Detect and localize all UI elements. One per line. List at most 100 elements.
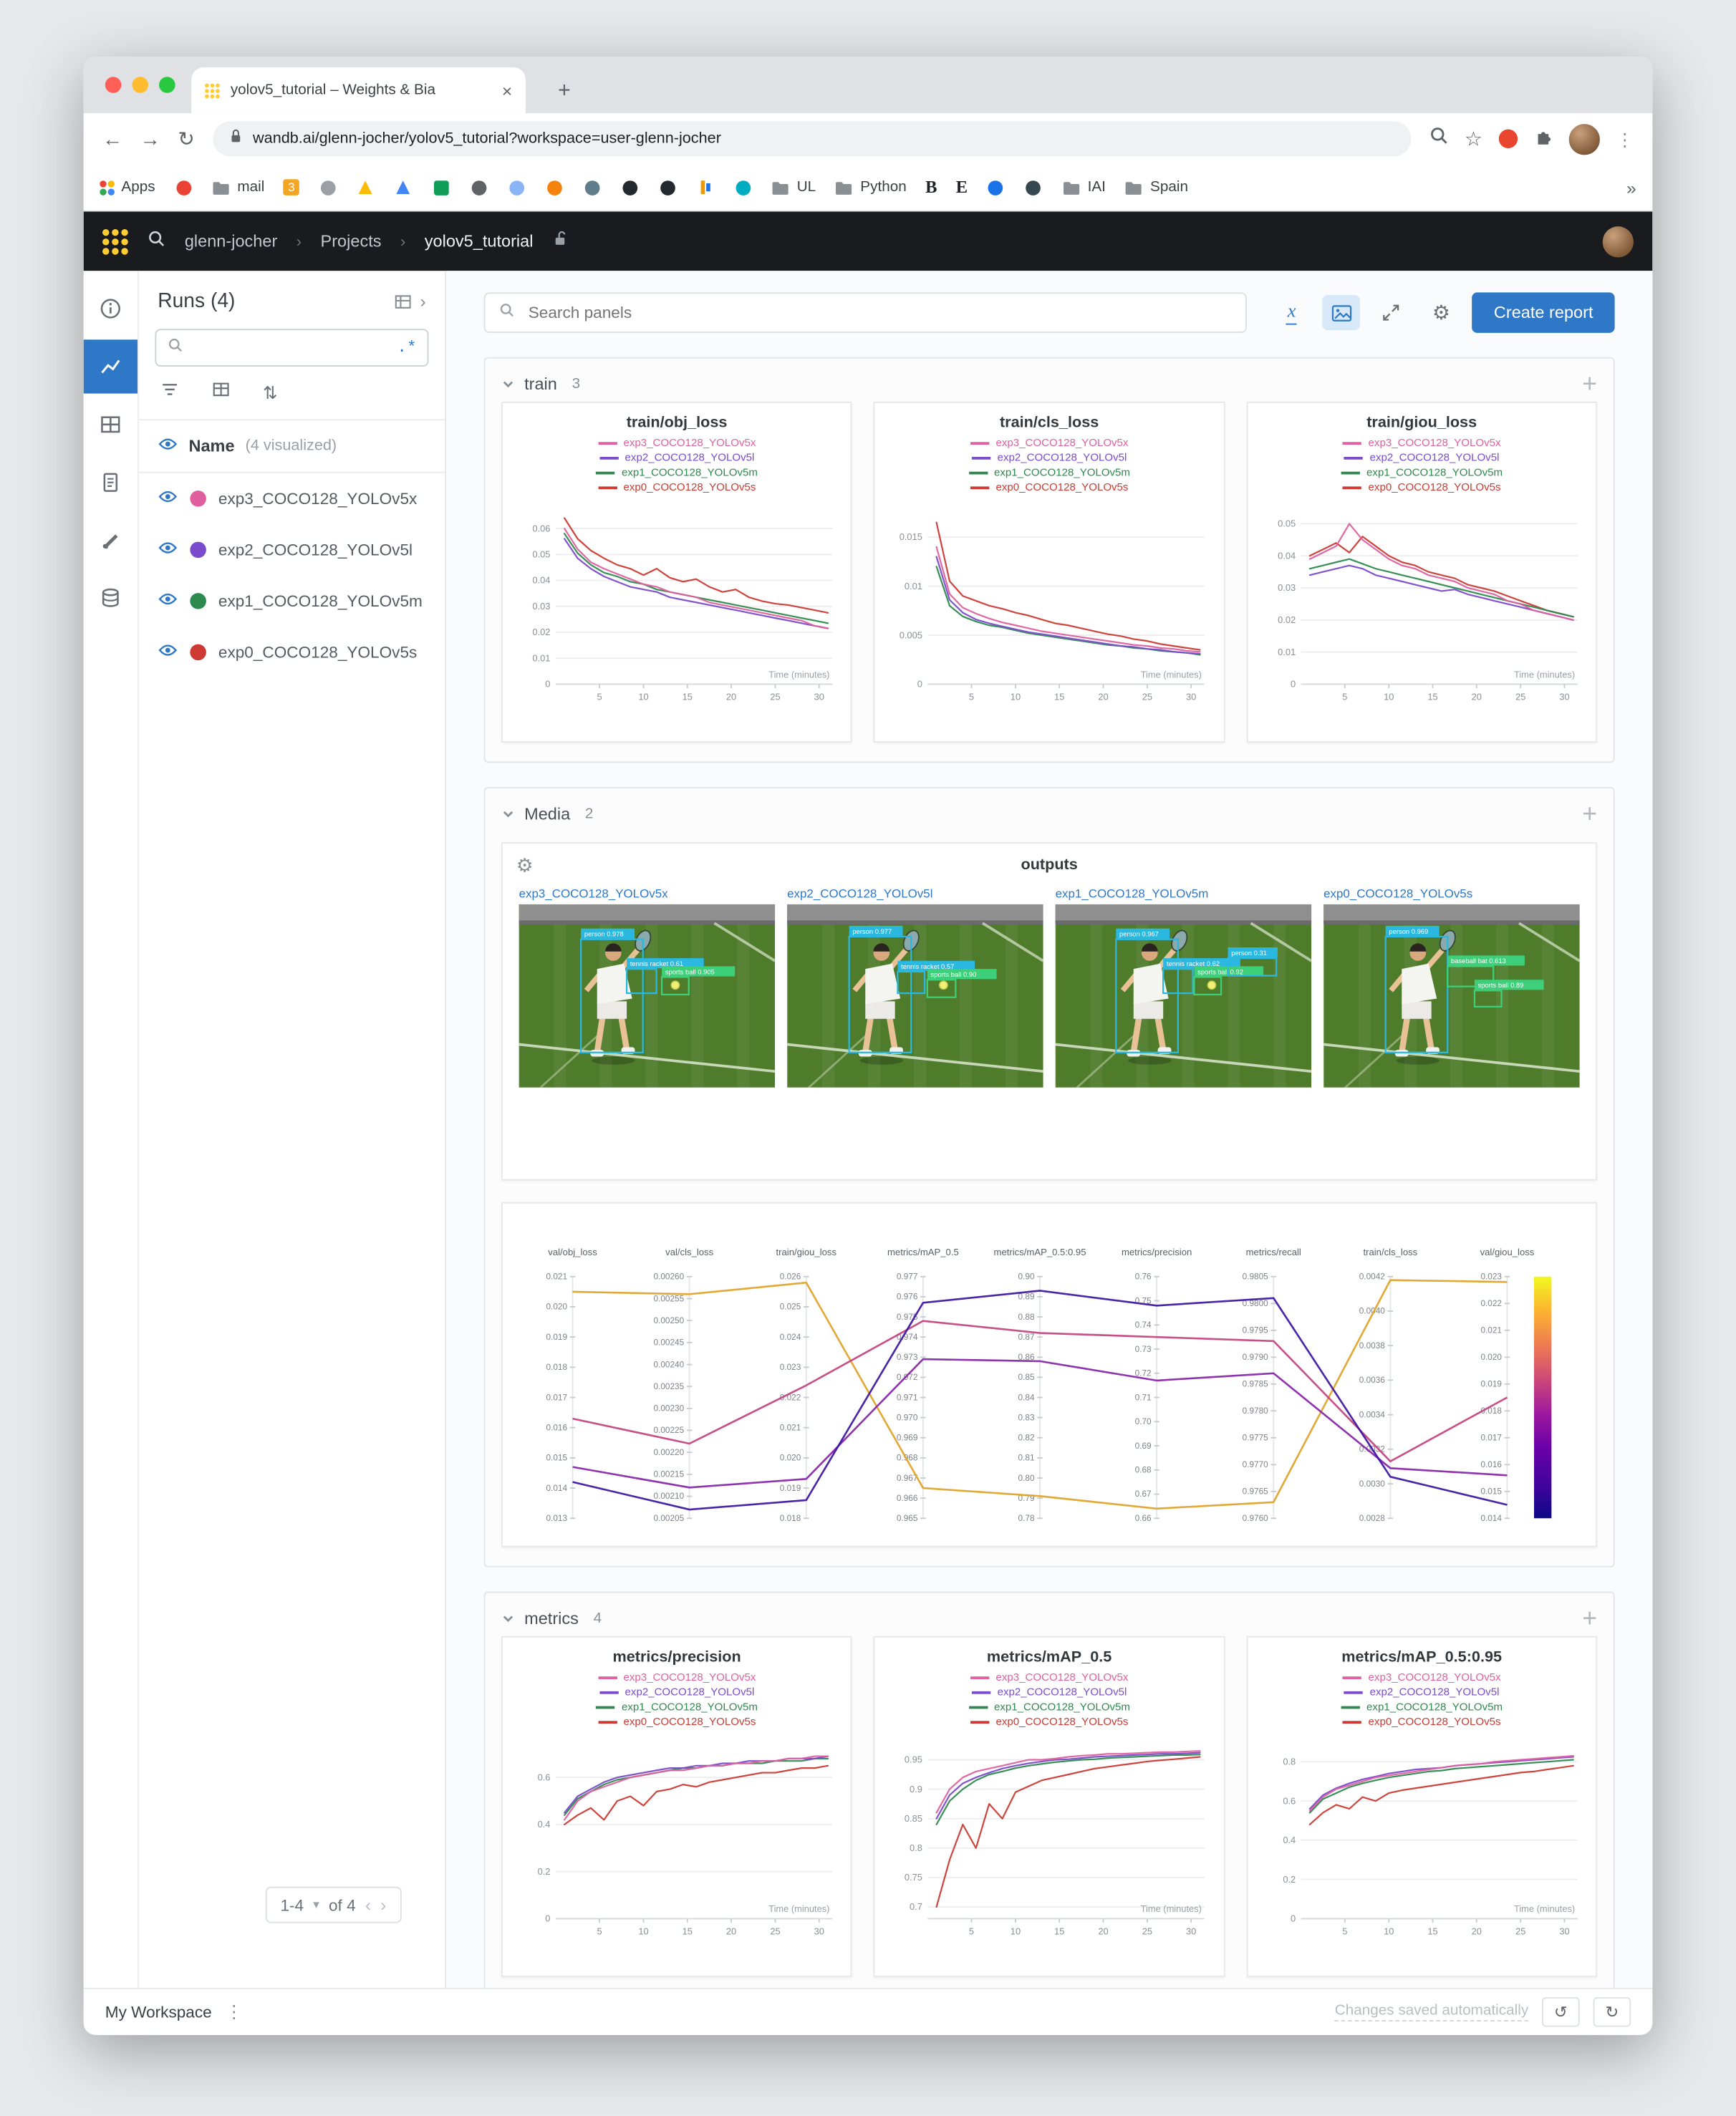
run-name[interactable]: exp2_COCO128_YOLOv5l <box>218 540 413 560</box>
page-caret-icon[interactable]: ▾ <box>313 1897 319 1911</box>
media-panel-icon[interactable] <box>1322 295 1361 331</box>
line-chart[interactable]: 0.8 0.6 0.4 0.2 0 5 10 15 20 25 30 Time (minutes) <box>1255 1731 1588 1953</box>
bookmark-item[interactable] <box>432 178 450 196</box>
bookmark-item[interactable] <box>356 178 375 196</box>
regex-toggle[interactable]: .* <box>397 338 417 357</box>
add-panel-icon[interactable]: + <box>1582 1604 1598 1633</box>
rail-sweeps-icon[interactable] <box>84 513 138 567</box>
forward-icon[interactable]: → <box>140 127 160 150</box>
panel-train-giou-loss[interactable]: train/giou_loss exp3_COCO128_YOLOv5x exp2… <box>1246 401 1598 743</box>
eye-icon[interactable] <box>158 486 178 511</box>
bookmark-item-python[interactable]: Python <box>835 178 907 196</box>
line-chart[interactable]: 0.6 0.4 0.2 0 5 10 15 20 25 30 Time (minutes) <box>511 1731 843 1953</box>
detection-image[interactable]: person 0.967 tennis racket 0.62 sports bal… <box>1055 904 1312 1088</box>
url-bar[interactable]: wandb.ai/glenn-jocher/yolov5_tutorial?wo… <box>212 121 1411 157</box>
sort-icon[interactable]: ⇅ <box>262 382 278 402</box>
media-run-label[interactable]: exp1_COCO128_YOLOv5m <box>1055 887 1209 901</box>
back-icon[interactable]: ← <box>102 127 123 150</box>
panel-metrics-map0595[interactable]: metrics/mAP_0.5:0.95 exp3_COCO128_YOLOv5… <box>1246 1636 1598 1977</box>
close-window-button[interactable] <box>105 77 122 93</box>
add-panel-icon[interactable]: + <box>1582 799 1598 828</box>
eye-icon[interactable] <box>158 589 178 613</box>
bookmark-item-mail[interactable]: mail <box>212 178 264 196</box>
eye-icon[interactable] <box>158 434 178 458</box>
latex-panel-icon[interactable]: x <box>1273 295 1311 330</box>
wandb-profile-avatar[interactable] <box>1602 226 1634 257</box>
line-chart[interactable]: 0.05 0.04 0.03 0.02 0.01 0 5 10 15 20 25 30 Time (mi… <box>1255 497 1588 718</box>
breadcrumb-user[interactable]: glenn-jocher <box>184 231 278 251</box>
name-column-header[interactable]: Name <box>188 436 235 456</box>
bookmark-item[interactable] <box>394 178 413 196</box>
zoom-window-button[interactable] <box>159 77 175 93</box>
bookmark-item[interactable] <box>319 178 337 196</box>
bookmark-item[interactable] <box>620 178 639 196</box>
runs-pagination[interactable]: 1-4 ▾ of 4 ‹ › <box>265 1886 402 1923</box>
prev-page-icon[interactable]: ‹ <box>365 1895 371 1915</box>
settings-gear-icon[interactable]: ⚙ <box>1432 301 1451 325</box>
bookmark-item[interactable] <box>658 178 677 196</box>
panel-outputs[interactable]: ⚙ outputs exp3_COCO128_YOLOv5x person 0.… <box>501 842 1598 1181</box>
media-run-label[interactable]: exp0_COCO128_YOLOv5s <box>1323 887 1473 901</box>
redo-button[interactable]: ↻ <box>1593 1997 1631 2027</box>
bookmark-item-iai[interactable]: IAI <box>1062 178 1106 196</box>
bookmark-item[interactable] <box>545 178 564 196</box>
panel-search-input[interactable] <box>525 301 1233 324</box>
search-icon[interactable] <box>1428 125 1448 153</box>
rail-charts-icon[interactable] <box>83 339 138 394</box>
bookmark-item-apps[interactable]: Apps <box>100 179 155 195</box>
undo-button[interactable]: ↺ <box>1542 1997 1580 2027</box>
bookmark-item[interactable] <box>1024 178 1043 196</box>
bookmark-item[interactable]: B <box>925 178 937 197</box>
minimize-window-button[interactable] <box>132 77 149 93</box>
nav-search-icon[interactable] <box>147 228 165 254</box>
rail-overview-icon[interactable] <box>84 281 138 335</box>
media-figure[interactable]: exp3_COCO128_YOLOv5x person 0.978 tennis … <box>519 887 776 1088</box>
browser-profile-avatar[interactable] <box>1568 123 1600 155</box>
create-report-button[interactable]: Create report <box>1472 292 1615 333</box>
panel-parallel-coordinates[interactable]: val/obj_loss 0.021 0.020 0.019 0.018 0.017 0.0… <box>501 1202 1598 1547</box>
rail-artifacts-icon[interactable] <box>84 571 138 625</box>
group-icon[interactable] <box>211 380 230 406</box>
bookmark-item[interactable]: 3 <box>283 179 300 195</box>
detection-image[interactable]: person 0.969 baseball bat 0.613 sports bal… <box>1323 904 1580 1088</box>
browser-menu-icon[interactable]: ⋮ <box>1616 128 1634 149</box>
filter-icon[interactable] <box>160 380 179 406</box>
bookmark-star-icon[interactable]: ☆ <box>1464 127 1483 150</box>
parallel-coordinates-chart[interactable]: val/obj_loss 0.021 0.020 0.019 0.018 0.017 0.0… <box>513 1214 1585 1542</box>
panel-train-obj-loss[interactable]: train/obj_loss exp3_COCO128_YOLOv5x exp2_… <box>501 401 853 743</box>
run-row-exp0_COCO128_YOLOv5s[interactable]: exp0_COCO128_YOLOv5s <box>139 627 445 678</box>
line-chart[interactable]: 0.06 0.05 0.04 0.03 0.02 0.01 0 5 10 15 20 25 30 Time… <box>511 497 843 718</box>
workspace-menu-icon[interactable]: ⋮ <box>225 2001 243 2021</box>
tab-close-icon[interactable]: × <box>501 79 513 101</box>
next-page-icon[interactable]: › <box>380 1895 387 1915</box>
workspace-name[interactable]: My Workspace <box>105 2002 212 2021</box>
breadcrumb-projects[interactable]: Projects <box>320 231 382 251</box>
runs-table-toggle-icon[interactable] <box>393 291 412 310</box>
bookmark-item-spain[interactable]: Spain <box>1124 178 1188 196</box>
media-figure[interactable]: exp0_COCO128_YOLOv5s person 0.969 basebal… <box>1323 887 1580 1088</box>
run-name[interactable]: exp0_COCO128_YOLOv5s <box>218 642 418 662</box>
eye-icon[interactable] <box>158 640 178 665</box>
bookmark-item[interactable] <box>582 178 601 196</box>
runs-expand-icon[interactable]: › <box>420 291 426 311</box>
bookmarks-overflow-icon[interactable]: » <box>1626 177 1636 198</box>
bookmark-item[interactable] <box>696 178 715 196</box>
run-row-exp2_COCO128_YOLOv5l[interactable]: exp2_COCO128_YOLOv5l <box>139 524 445 576</box>
bookmark-item[interactable] <box>174 178 193 196</box>
run-row-exp1_COCO128_YOLOv5m[interactable]: exp1_COCO128_YOLOv5m <box>139 576 445 627</box>
wandb-logo-icon[interactable] <box>102 228 128 254</box>
run-name[interactable]: exp3_COCO128_YOLOv5x <box>218 489 418 508</box>
section-media-header[interactable]: Media 2 + <box>501 796 1597 831</box>
page-range[interactable]: 1-4 <box>280 1895 304 1915</box>
extension-badge-icon[interactable] <box>1498 129 1518 149</box>
detection-image[interactable]: person 0.978 tennis racket 0.61 sports bal… <box>519 904 776 1088</box>
run-name[interactable]: exp1_COCO128_YOLOv5m <box>218 591 423 611</box>
section-metrics-header[interactable]: metrics 4 + <box>501 1601 1597 1636</box>
panel-metrics-map05[interactable]: metrics/mAP_0.5 exp3_COCO128_YOLOv5x exp2… <box>874 1636 1225 1977</box>
run-row-exp3_COCO128_YOLOv5x[interactable]: exp3_COCO128_YOLOv5x <box>139 473 445 525</box>
detection-image[interactable]: person 0.977 tennis racket 0.57 sports bal… <box>787 904 1043 1088</box>
bookmark-item[interactable] <box>733 178 752 196</box>
panel-train-cls-loss[interactable]: train/cls_loss exp3_COCO128_YOLOv5x exp2_… <box>874 401 1225 743</box>
runs-search-input[interactable] <box>191 337 390 359</box>
eye-icon[interactable] <box>158 538 178 562</box>
